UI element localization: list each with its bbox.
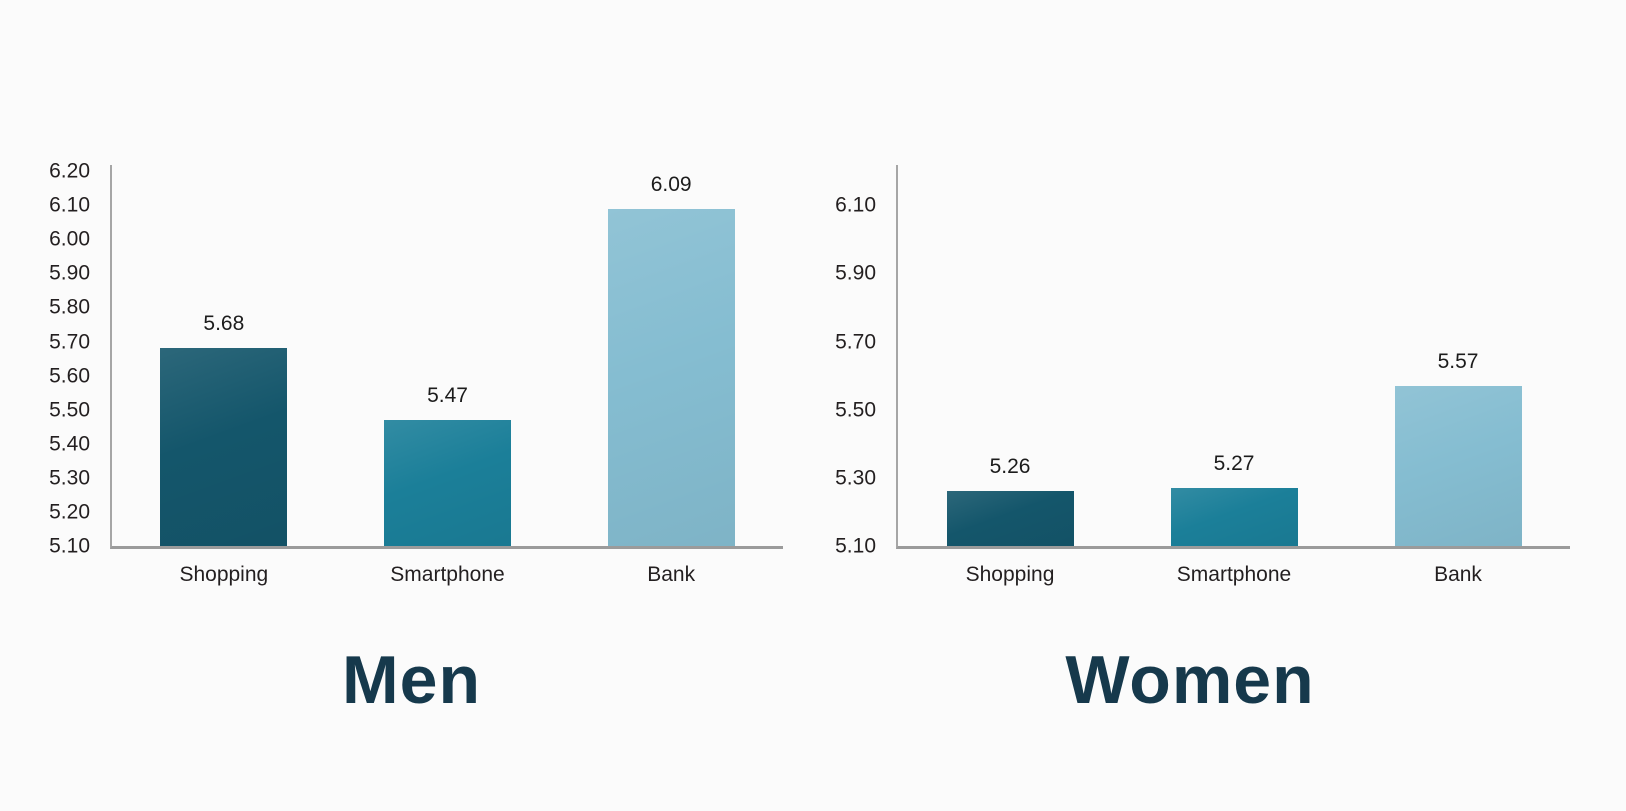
- value-label-bank: 6.09: [650, 172, 692, 196]
- y-tick-label: 6.10: [835, 193, 876, 217]
- chart-men: 6.20 6.10 6.00 5.90 5.80 5.70 5.60 5.50 5.40 5.30…: [40, 161, 783, 718]
- y-tick-label: 6.00: [49, 227, 90, 251]
- bar-shopping: [160, 348, 288, 546]
- value-label-bank: 5.57: [1437, 349, 1479, 373]
- chart-women: 6.10 5.90 5.70 5.50 5.30 5.10 5.26 Shopping 5.2…: [810, 165, 1570, 714]
- chart-men-plot-area: 5.68 Shopping 5.47 Smartphone 6.09 Bank: [110, 165, 783, 586]
- y-tick-label: 6.10: [49, 193, 90, 217]
- bar-smartphone: [384, 419, 511, 546]
- chart-men-plot-row: 6.20 6.10 6.00 5.90 5.80 5.70 5.60 5.50 5.40 5.30…: [40, 161, 783, 586]
- y-tick-label: 5.20: [49, 500, 90, 524]
- y-tick-label: 5.30: [49, 466, 90, 490]
- category-label-smartphone: Smartphone: [390, 563, 505, 586]
- value-label-smartphone: 5.27: [1213, 452, 1255, 476]
- chart-women-plot-row: 6.10 5.90 5.70 5.50 5.30 5.10 5.26 Shopping 5.2…: [810, 165, 1570, 586]
- y-tick-label: 5.50: [49, 398, 90, 422]
- y-tick-label: 5.80: [49, 295, 90, 319]
- value-label-shopping: 5.26: [989, 455, 1031, 479]
- y-tick-label: 5.70: [835, 330, 876, 354]
- category-label-bank: Bank: [1434, 563, 1482, 586]
- chart-women-title: Women: [1065, 642, 1315, 718]
- chart-women-plot-area: 5.26 Shopping 5.27 Smartphone 5.57 Bank: [896, 165, 1570, 586]
- bar-bank: [1394, 385, 1522, 546]
- y-tick-label: 5.60: [49, 364, 90, 388]
- bar-bank: [607, 208, 735, 546]
- y-tick-label: 5.40: [49, 432, 90, 456]
- y-tick-label: 5.10: [49, 534, 90, 558]
- chart-men-title: Men: [342, 642, 481, 718]
- category-label-bank: Bank: [647, 563, 696, 586]
- y-tick-label: 5.10: [835, 534, 876, 558]
- y-tick-label: 5.90: [49, 261, 90, 285]
- chart-men-y-axis: 6.20 6.10 6.00 5.90 5.80 5.70 5.60 5.50 5.40 5.30…: [40, 161, 110, 557]
- category-label-shopping: Shopping: [965, 563, 1055, 586]
- y-tick-label: 5.30: [835, 466, 876, 490]
- bar-smartphone: [1170, 488, 1298, 546]
- y-tick-label: 5.50: [835, 398, 876, 422]
- y-tick-label: 5.70: [49, 330, 90, 354]
- category-label-shopping: Shopping: [179, 563, 269, 586]
- value-label-shopping: 5.68: [203, 312, 245, 336]
- category-label-smartphone: Smartphone: [1176, 563, 1292, 586]
- y-tick-label: 5.90: [835, 261, 876, 285]
- bar-shopping: [946, 491, 1074, 546]
- y-tick-label: 6.20: [49, 159, 90, 183]
- chart-women-y-axis: 6.10 5.90 5.70 5.50 5.30 5.10: [810, 165, 896, 557]
- value-label-smartphone: 5.47: [427, 383, 468, 407]
